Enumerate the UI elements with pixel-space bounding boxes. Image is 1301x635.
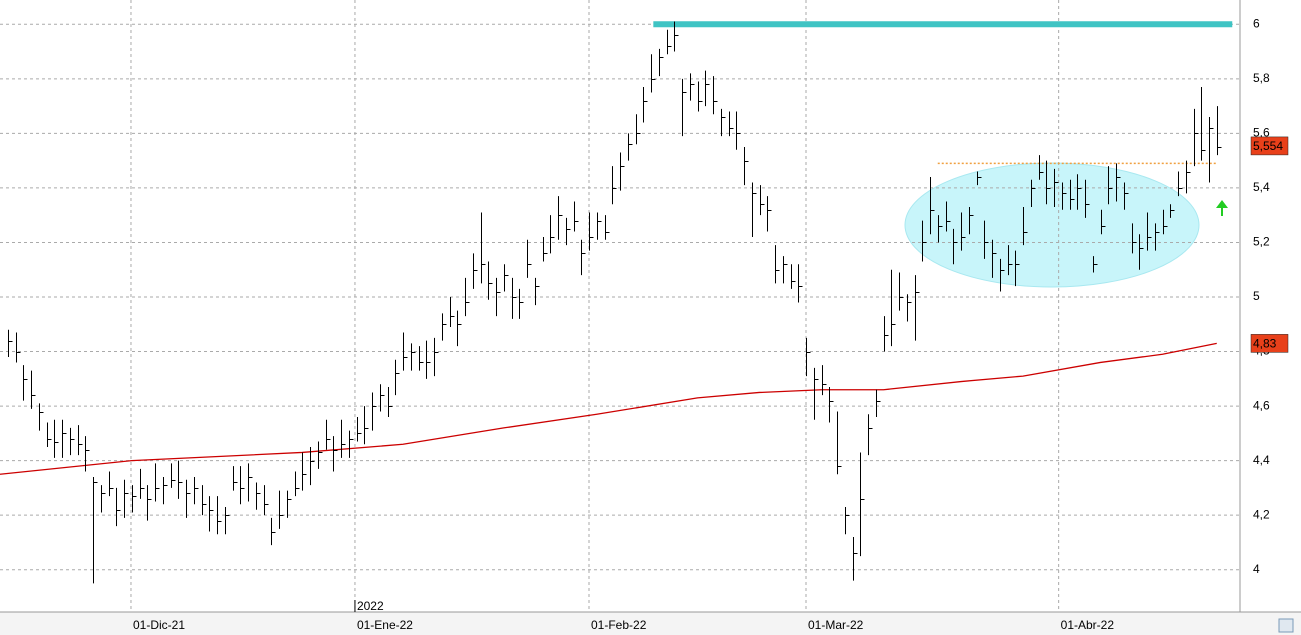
x-tick-label: 01-Ene-22 [357, 618, 413, 632]
y-tick-label: 5,8 [1253, 71, 1270, 85]
year-label: 2022 [357, 599, 384, 613]
moving-average [0, 342, 1217, 475]
up-arrow [1216, 200, 1228, 216]
price-label: 5,554 [1253, 139, 1283, 153]
price-label-box [1250, 136, 1289, 156]
y-tick-label: 6 [1253, 16, 1260, 30]
y-tick-label: 5,4 [1253, 180, 1270, 194]
x-tick-label: 01-Feb-22 [591, 618, 647, 632]
y-tick-label: 5,6 [1253, 126, 1270, 140]
y-tick-label: 5 [1253, 289, 1260, 303]
x-tick-label: 01-Mar-22 [808, 618, 864, 632]
y-tick-label: 4,2 [1253, 507, 1270, 521]
y-tick-label: 4 [1253, 562, 1260, 576]
price-label-box [1250, 334, 1289, 353]
corner-icon [1278, 618, 1294, 633]
x-axis-strip [0, 612, 1301, 635]
range-ellipse [904, 162, 1200, 288]
price-label: 4,83 [1253, 337, 1277, 351]
y-tick-label: 4,4 [1253, 453, 1270, 467]
y-tick-label: 5,2 [1253, 235, 1270, 249]
y-tick-label: 4,6 [1253, 398, 1270, 412]
x-tick-label: 01-Abr-22 [1061, 618, 1115, 632]
x-tick-label: 01-Dic-21 [133, 618, 185, 632]
plot-layer: 44,24,44,64,855,25,45,65,8601-Dic-2101-E… [0, 0, 1270, 632]
